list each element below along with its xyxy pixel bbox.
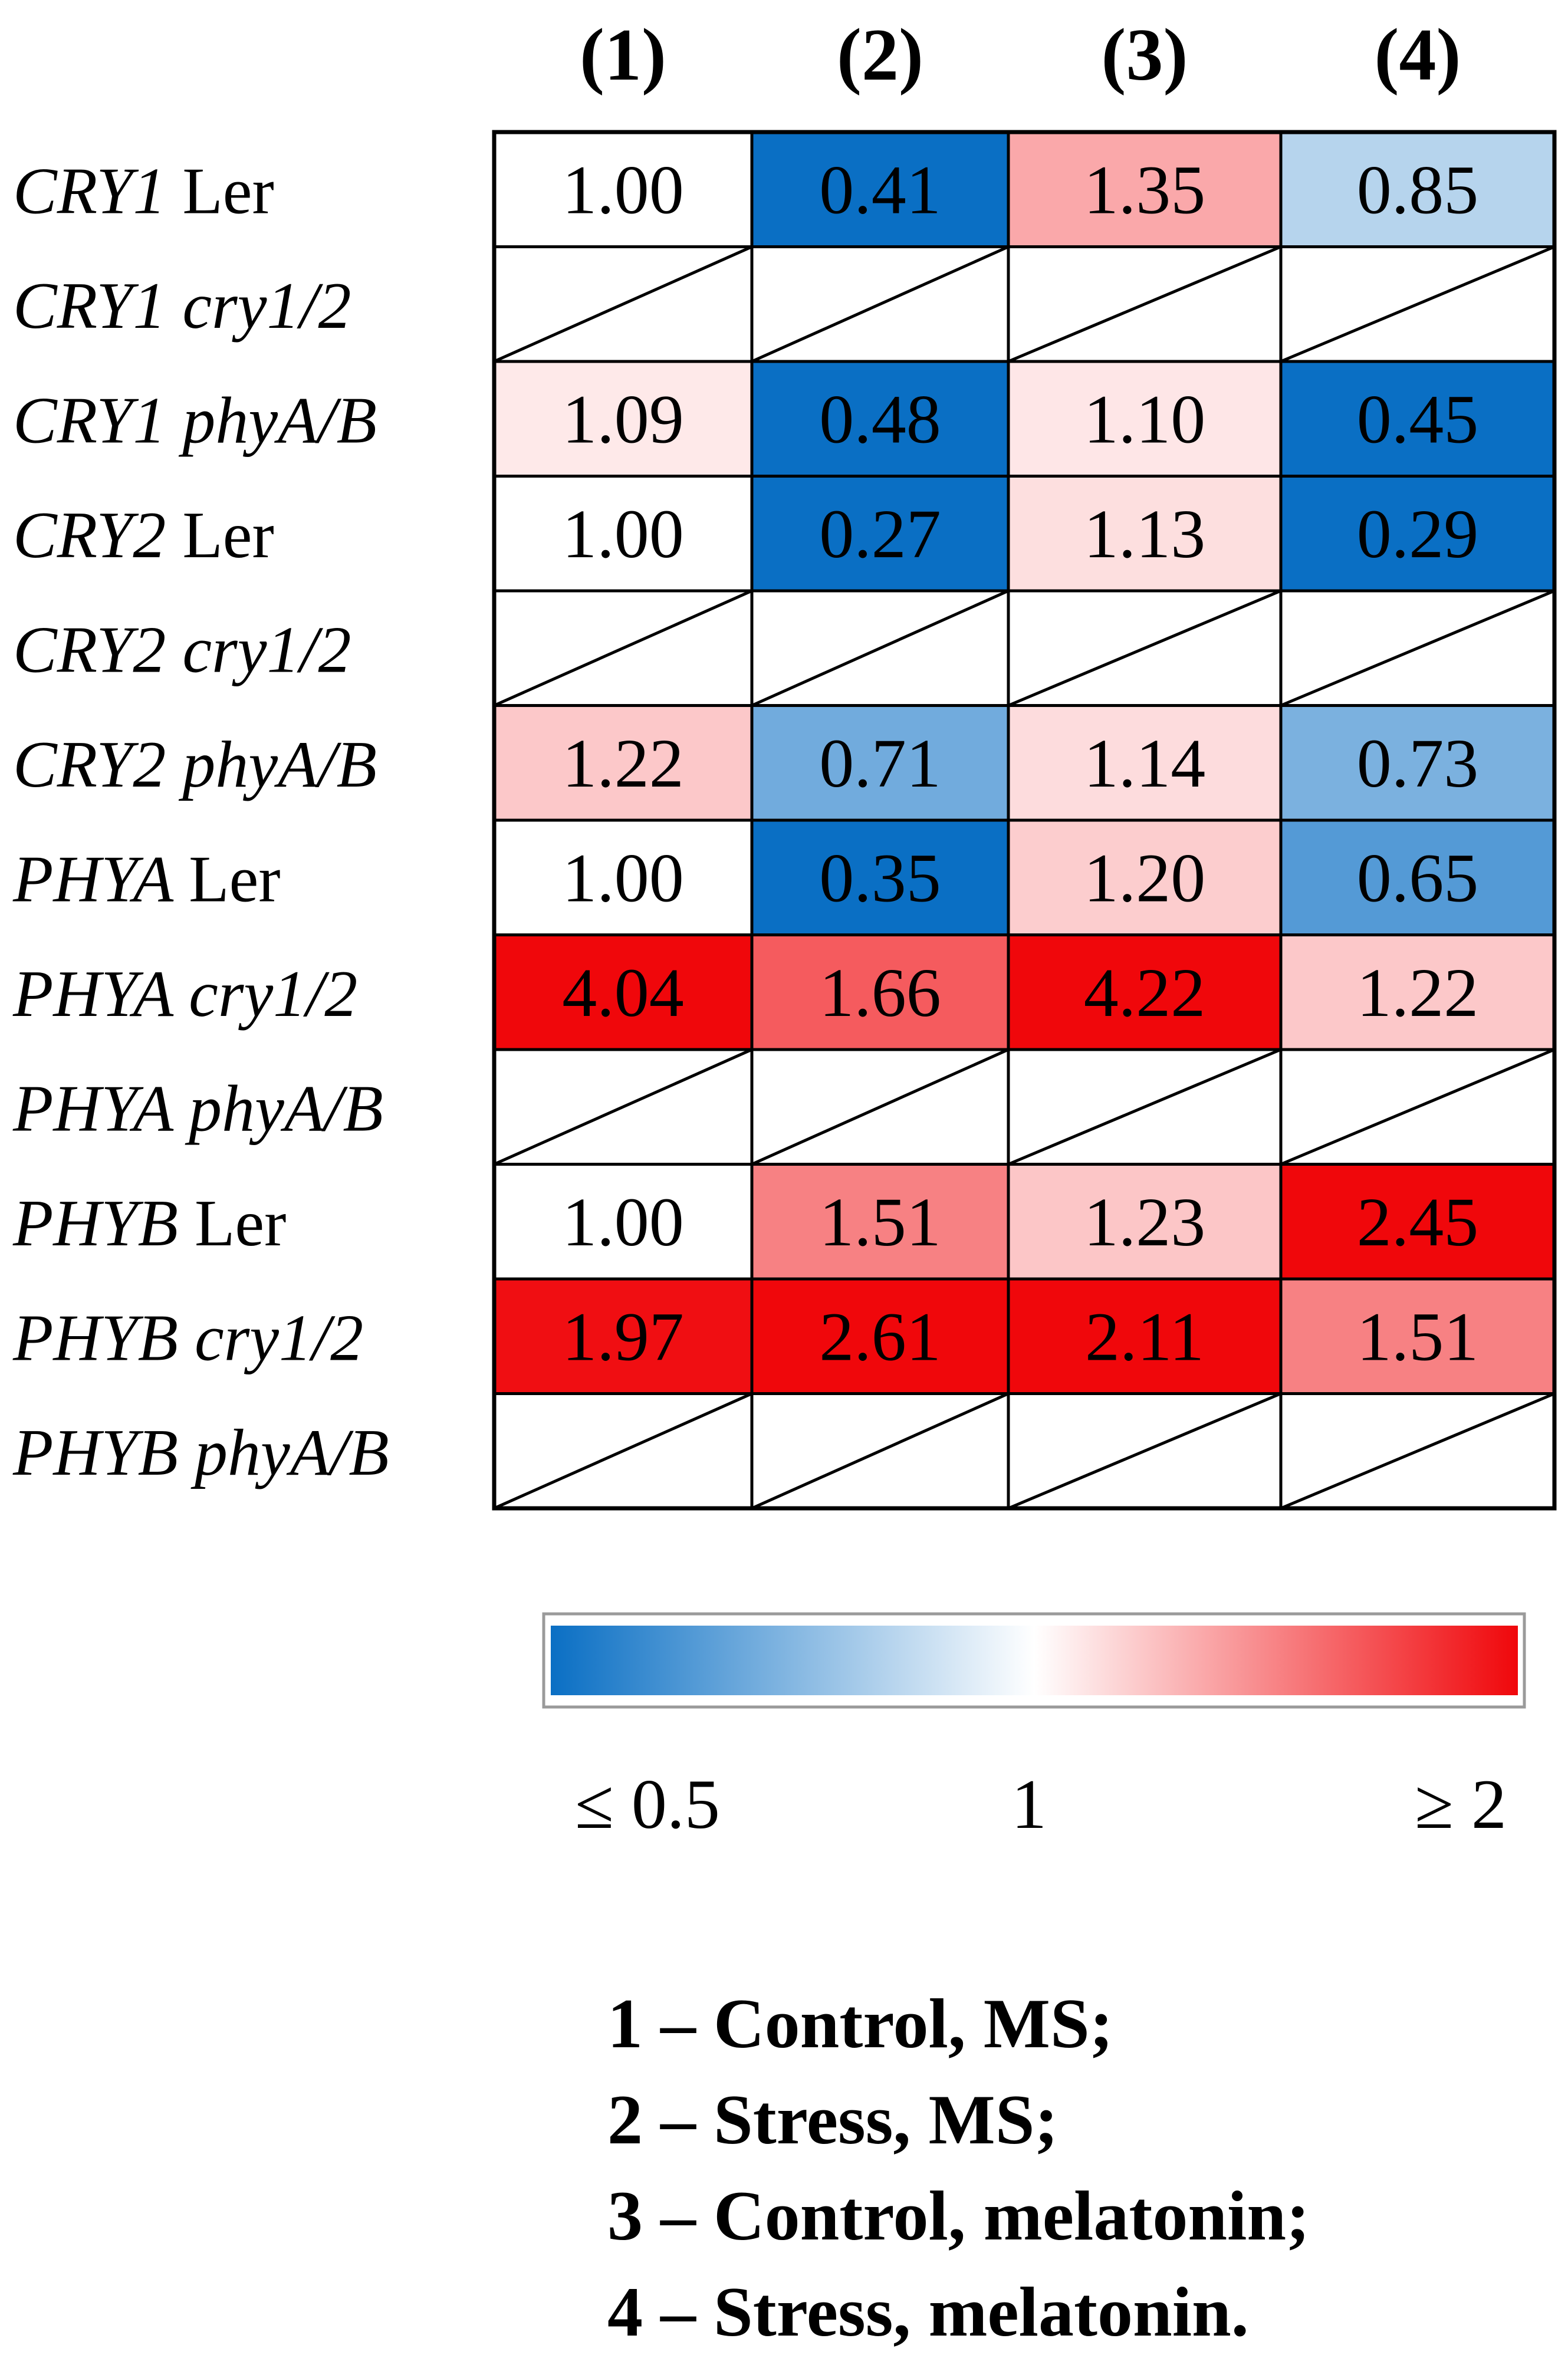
heatmap-frame	[492, 130, 1557, 1511]
cell-value-label: 0.73	[1357, 725, 1479, 802]
no-data-diagonal	[1008, 1048, 1281, 1166]
cell-value-label: 0.45	[1357, 380, 1479, 458]
cell-value-label: 2.61	[819, 1298, 941, 1375]
cell-value-label: 2.45	[1357, 1183, 1479, 1261]
color-scale-gradient	[551, 1626, 1518, 1695]
no-data-diagonal	[751, 245, 1010, 363]
heatmap-cells: 1.00 0.41 1.35 0.85 1.09 0.48 1.10 0.45 1.00 0.27…	[492, 130, 1557, 1511]
column-header-2: (2)	[837, 14, 923, 96]
heatmap-cell	[1279, 1163, 1556, 1281]
cell-value-label: 1.35	[1084, 151, 1206, 228]
legend-line-4: 4 – Stress, melatonin.	[607, 2272, 1249, 2351]
cell-value-label: 1.14	[1084, 725, 1206, 802]
cell-value-label: 0.85	[1357, 151, 1479, 228]
color-scale-bar: ≤ 0.5 1 ≥ 2	[542, 1612, 1526, 1843]
cell-value-label: 1.22	[1357, 954, 1479, 1031]
row-label-phyb-ler: PHYB Ler	[12, 1187, 286, 1260]
no-data-diagonal	[1280, 245, 1555, 363]
cell-value-label: 1.51	[1357, 1298, 1479, 1375]
heatmap-cell	[750, 818, 1010, 936]
heatmap-cell	[750, 704, 1010, 822]
heatmap-cell	[492, 1277, 754, 1395]
cell-value-label: 1.00	[562, 151, 684, 228]
color-scale-max-label: ≥ 2	[1415, 1765, 1507, 1843]
cell-value-label: 1.13	[1084, 495, 1206, 573]
heatmap-cell	[492, 704, 754, 822]
cell-value-label: 0.48	[819, 380, 941, 458]
row-label-phyb-phya-b: PHYB phyA/B	[12, 1416, 389, 1489]
no-data-diagonal	[1008, 1392, 1281, 1510]
heatmap-cell	[1007, 360, 1283, 478]
heatmap-cell	[492, 1163, 754, 1281]
color-scale-min-label: ≤ 0.5	[575, 1765, 720, 1843]
cell-value-label: 1.00	[562, 839, 684, 916]
cell-value-label: 4.22	[1084, 954, 1206, 1031]
cell-value-label: 1.09	[562, 380, 684, 458]
color-scale-mid-label: 1	[1011, 1765, 1047, 1843]
row-label-cry2-cry1-2: CRY2 cry1/2	[13, 613, 351, 686]
no-data-diagonal	[493, 589, 753, 707]
column-header-4: (4)	[1375, 14, 1461, 96]
cell-value-label: 1.23	[1084, 1183, 1206, 1261]
no-data-diagonal	[1280, 589, 1555, 707]
cell-value-label: 1.00	[562, 495, 684, 573]
no-data-diagonal	[1008, 589, 1281, 707]
cell-value-label: 1.97	[562, 1298, 684, 1375]
no-data-diagonal	[1008, 245, 1281, 363]
no-data-diagonal	[493, 1392, 753, 1510]
legend-line-2: 2 – Stress, MS;	[607, 2080, 1059, 2159]
heatmap-cell	[1007, 704, 1283, 822]
heatmap-cell	[1279, 704, 1556, 822]
heatmap-cell	[1007, 818, 1283, 936]
column-headers: (1) (2) (3) (4)	[580, 14, 1461, 96]
cell-value-label: 1.22	[562, 725, 684, 802]
no-data-diagonal	[493, 1048, 753, 1166]
row-label-cry2-ler: CRY2 Ler	[13, 499, 274, 572]
row-label-cry1-ler: CRY1 Ler	[13, 154, 274, 228]
cell-value-label: 1.20	[1084, 839, 1206, 916]
cell-value-label: 1.66	[819, 954, 941, 1031]
cell-value-label: 1.51	[819, 1183, 941, 1261]
cell-value-label: 0.29	[1357, 495, 1479, 573]
column-header-3: (3)	[1102, 14, 1188, 96]
cell-value-label: 0.65	[1357, 839, 1479, 916]
no-data-diagonal	[751, 1392, 1010, 1510]
column-header-1: (1)	[580, 14, 666, 96]
row-label-phya-ler: PHYA Ler	[12, 843, 281, 916]
heatmap-cell	[1279, 818, 1556, 936]
no-data-diagonal	[751, 589, 1010, 707]
no-data-diagonal	[751, 1048, 1010, 1166]
cell-value-label: 0.35	[819, 839, 941, 916]
row-label-phyb-cry1-2: PHYB cry1/2	[12, 1301, 363, 1374]
row-label-cry1-phya-b: CRY1 phyA/B	[13, 384, 377, 457]
cell-value-label: 1.00	[562, 1183, 684, 1261]
row-label-phya-phya-b: PHYA phyA/B	[12, 1072, 383, 1145]
condition-legend: 1 – Control, MS; 2 – Stress, MS; 3 – Con…	[607, 1975, 1310, 2360]
row-label-cry2-phya-b: CRY2 phyA/B	[13, 728, 377, 801]
cell-value-label: 0.27	[819, 495, 941, 573]
heatmap-cell	[1007, 1277, 1283, 1395]
legend-line-1: 1 – Control, MS;	[607, 1984, 1113, 2063]
cell-value-label: 1.10	[1084, 380, 1206, 458]
row-label-phya-cry1-2: PHYA cry1/2	[12, 958, 357, 1031]
row-labels: CRY1 Ler CRY1 cry1/2 CRY1 phyA/B CRY2 Ler CR…	[12, 154, 389, 1489]
no-data-diagonal	[1280, 1048, 1555, 1166]
cell-value-label: 0.71	[819, 725, 941, 802]
heatmap-cell	[1007, 933, 1283, 1051]
heatmap-cell	[492, 818, 754, 936]
legend-line-3: 3 – Control, melatonin;	[607, 2176, 1310, 2255]
heatmap-cell	[750, 933, 1010, 1051]
no-data-diagonal	[493, 245, 753, 363]
cell-value-label: 2.11	[1085, 1298, 1204, 1375]
cell-value-label: 4.04	[562, 954, 684, 1031]
no-data-diagonal	[1280, 1392, 1555, 1510]
row-label-cry1-cry1-2: CRY1 cry1/2	[13, 269, 351, 343]
cell-value-label: 0.41	[819, 151, 941, 228]
